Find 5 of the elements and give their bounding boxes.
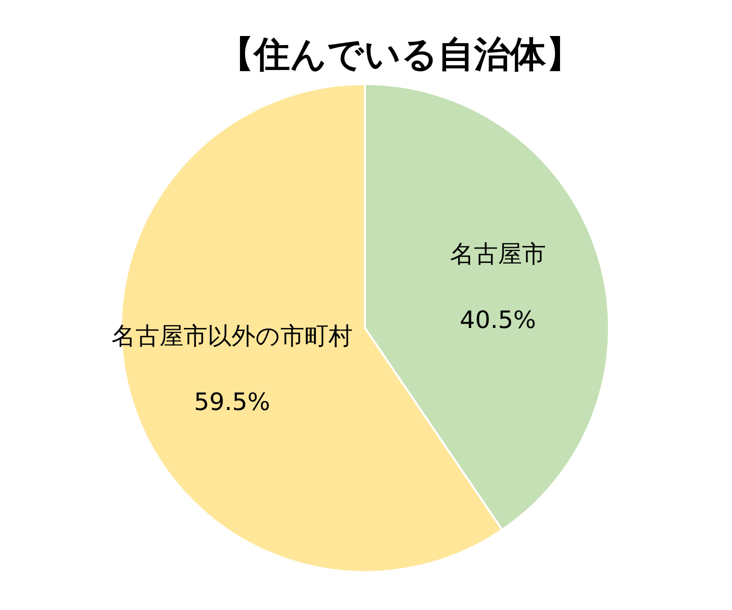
slice-label: 名古屋市以外の市町村 [112, 322, 353, 350]
chart-title: 【住んでいる自治体】 [218, 34, 582, 76]
data-label: 59.5% [194, 388, 270, 416]
slice-label: 名古屋市 [450, 240, 546, 268]
data-label: 40.5% [460, 306, 536, 334]
